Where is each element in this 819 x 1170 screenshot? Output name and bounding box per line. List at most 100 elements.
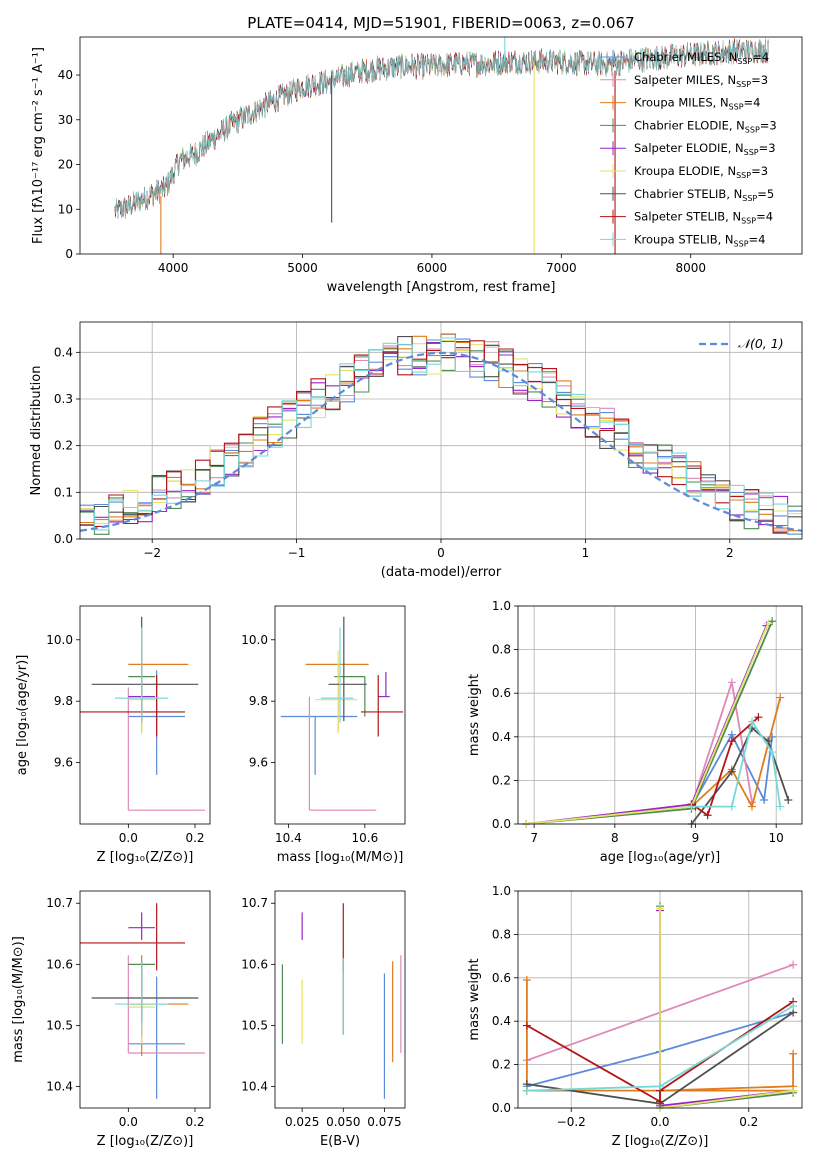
y-tick-label: 0.4 xyxy=(492,1014,511,1028)
x-tick-label: −2 xyxy=(143,546,161,560)
line-kroupa-miles xyxy=(690,697,782,810)
y-tick-label: 10.7 xyxy=(46,896,73,910)
legend-label: Chabrier MILES, NSSP=4 xyxy=(634,50,769,66)
marker-kroupa-miles xyxy=(776,693,785,702)
y-tick-label: 10.5 xyxy=(46,1018,73,1032)
marker-kroupa-stelib xyxy=(687,802,696,811)
errorbar-kroupa-miles xyxy=(128,955,189,1057)
errorbar-kroupa-stelib xyxy=(115,627,169,723)
x-tick-label: 8 xyxy=(611,831,619,845)
marker-kroupa-stelib xyxy=(789,1002,798,1011)
figure-title: PLATE=0414, MJD=51901, FIBERID=0063, z=0… xyxy=(247,14,634,32)
marker-chabrier-stelib xyxy=(727,767,736,776)
x-tick-label: 10.4 xyxy=(275,831,302,845)
legend-label: Salpeter MILES, NSSP=3 xyxy=(634,73,768,89)
y-tick-label: 0.4 xyxy=(492,730,511,744)
y-tick-label: 10.6 xyxy=(46,957,73,971)
y-tick-label: 10.7 xyxy=(241,896,268,910)
y-tick-label: 40 xyxy=(58,68,73,82)
y-tick-label: 0.1 xyxy=(54,485,73,499)
x-axis-label: (data-model)/error xyxy=(381,565,502,580)
errorbar-salpeter-stelib xyxy=(361,675,404,737)
errorbar-chabrier-miles xyxy=(280,715,358,775)
x-axis-label: E(B-V) xyxy=(320,1134,360,1149)
x-tick-label: 10.6 xyxy=(351,831,378,845)
errorbar-chabrier-elodie xyxy=(334,676,366,717)
x-tick-label: 8000 xyxy=(675,261,706,275)
x-tick-label: 0.2 xyxy=(185,1115,204,1129)
y-axis-label: Flux [fλ10⁻¹⁷ erg cm⁻² s⁻¹ A⁻¹] xyxy=(31,47,46,244)
legend-label: Kroupa ELODIE, NSSP=3 xyxy=(634,164,768,180)
marker-kroupa-miles xyxy=(789,1049,798,1058)
errorbar-chabrier-stelib xyxy=(328,616,367,722)
y-tick-label: 0.6 xyxy=(492,971,511,985)
marker-salpeter-miles xyxy=(789,960,798,969)
x-tick-label: 0.0 xyxy=(119,831,138,845)
axes-frame xyxy=(274,605,406,825)
x-tick-label: 0.025 xyxy=(285,1115,319,1129)
y-tick-label: 0.0 xyxy=(492,1101,511,1115)
legend-label: Kroupa STELIB, NSSP=4 xyxy=(634,232,765,248)
line-kroupa-elodie xyxy=(526,623,769,825)
errorbars-age_vs_Z xyxy=(80,616,205,811)
marker-kroupa-stelib xyxy=(768,748,777,757)
y-tick-label: 9.6 xyxy=(54,756,73,770)
y-tick-label: 10.4 xyxy=(241,1080,268,1094)
axes-frame xyxy=(79,36,803,255)
x-tick-label: 0 xyxy=(437,546,445,560)
y-tick-label: 0.2 xyxy=(492,1058,511,1072)
x-tick-label: 0.2 xyxy=(185,831,204,845)
marker-kroupa-elodie xyxy=(764,619,773,628)
marker-chabrier-stelib xyxy=(784,796,793,805)
errorbar-kroupa-stelib xyxy=(320,627,354,723)
y-axis-label: mass weight xyxy=(467,958,482,1040)
marker-chabrier-miles xyxy=(760,796,769,805)
errorbar-salpeter-elodie xyxy=(128,912,155,940)
legend-label: Salpeter STELIB, NSSP=4 xyxy=(634,210,773,226)
y-tick-label: 9.6 xyxy=(249,756,268,770)
legend-label: Chabrier STELIB, NSSP=5 xyxy=(634,187,774,203)
legend-label-gaussian: 𝒩(0, 1) xyxy=(738,336,784,351)
spectrum-lines xyxy=(114,37,769,254)
errorbar-kroupa-stelib xyxy=(115,961,169,1035)
y-tick-label: 9.8 xyxy=(249,694,268,708)
marker-salpeter-stelib xyxy=(703,811,712,820)
x-tick-label: 9 xyxy=(692,831,700,845)
line-salpeter-elodie xyxy=(525,625,768,825)
marker-kroupa-stelib xyxy=(747,717,756,726)
x-tick-label: 0.050 xyxy=(326,1115,360,1129)
marker-kroupa-miles xyxy=(747,802,756,811)
y-tick-label: 0.0 xyxy=(492,817,511,831)
errorbar-chabrier-stelib xyxy=(91,616,199,722)
marker-kroupa-elodie xyxy=(789,1086,798,1095)
x-tick-label: 7 xyxy=(530,831,538,845)
errorbar-salpeter-miles xyxy=(308,696,377,811)
x-tick-label: −1 xyxy=(288,546,306,560)
errorbar-salpeter-stelib xyxy=(80,903,185,971)
x-tick-label: 0.0 xyxy=(119,1115,138,1129)
marker-kroupa-stelib xyxy=(727,802,736,811)
x-axis-label: Z [log₁₀(Z/Z⊙)] xyxy=(97,850,194,865)
y-tick-label: 0.3 xyxy=(54,392,73,406)
lines-weight_vs_age xyxy=(522,617,793,828)
x-tick-label: 6000 xyxy=(417,261,448,275)
y-tick-label: 0.4 xyxy=(54,345,73,359)
marker-salpeter-miles xyxy=(727,678,736,687)
y-tick-label: 20 xyxy=(58,158,73,172)
axes-frame xyxy=(517,890,803,1109)
y-tick-label: 1.0 xyxy=(492,884,511,898)
x-tick-label: 10 xyxy=(769,831,784,845)
axes-frame xyxy=(274,890,406,1109)
x-tick-label: 1 xyxy=(582,546,590,560)
marker-chabrier-elodie xyxy=(768,617,777,626)
y-axis-label: mass [log₁₀(M/M⊙)] xyxy=(11,936,26,1063)
marker-kroupa-miles xyxy=(522,975,531,984)
x-axis-label: mass [log₁₀(M/M⊙)] xyxy=(277,850,404,865)
x-tick-label: 0.0 xyxy=(650,1115,669,1129)
y-axis-label: mass weight xyxy=(467,674,482,756)
x-axis-label: age [log₁₀(age/yr)] xyxy=(600,850,721,865)
y-tick-label: 10.4 xyxy=(46,1080,73,1094)
x-axis-label: wavelength [Angstrom, rest frame] xyxy=(327,280,556,295)
line-chabrier-miles xyxy=(690,732,773,808)
